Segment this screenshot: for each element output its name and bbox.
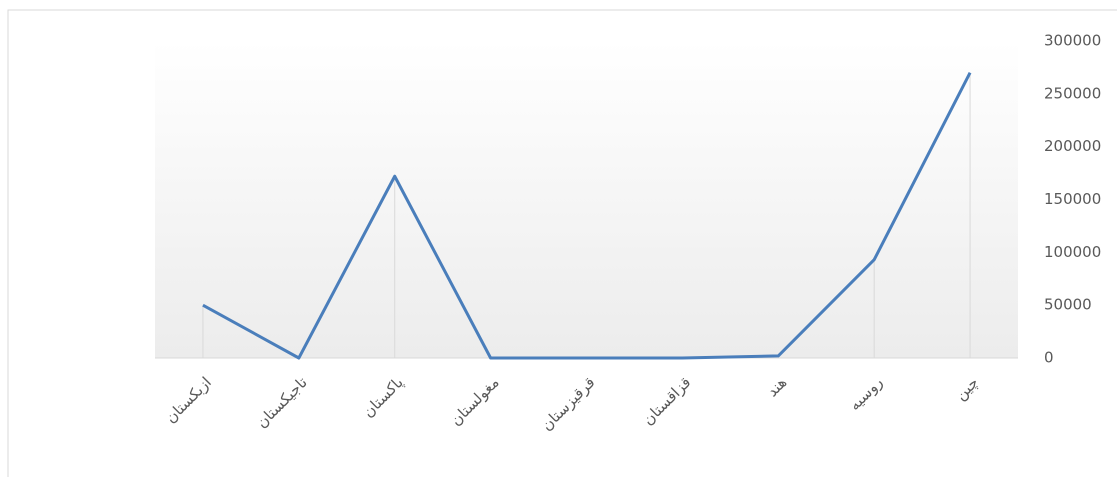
- chart-border: [7, 9, 1117, 477]
- x-tick-label: مغولستان: [447, 373, 503, 429]
- x-tick-label: ازبکستان: [162, 373, 215, 426]
- x-tick-label: تاجیکستان: [253, 373, 311, 431]
- y-tick-label: 100000: [1044, 243, 1101, 261]
- x-tick-label: هند: [763, 373, 790, 400]
- data-line: [202, 72, 972, 360]
- x-tick-label: پاکستان: [359, 373, 407, 421]
- x-tick-label: قرقیزستان: [538, 373, 599, 434]
- plot-area: [155, 41, 1018, 358]
- y-tick-label: 250000: [1044, 84, 1101, 102]
- y-tick-label: 300000: [1044, 32, 1101, 50]
- x-tick-label: روسیه: [845, 373, 886, 414]
- x-tick-label: چین: [952, 373, 983, 404]
- x-tick-label: قزاقستان: [639, 373, 694, 428]
- y-tick-label: 200000: [1044, 137, 1101, 155]
- y-tick-label: 50000: [1044, 296, 1092, 314]
- y-tick-label: 0: [1044, 349, 1054, 367]
- y-tick-label: 150000: [1044, 190, 1101, 208]
